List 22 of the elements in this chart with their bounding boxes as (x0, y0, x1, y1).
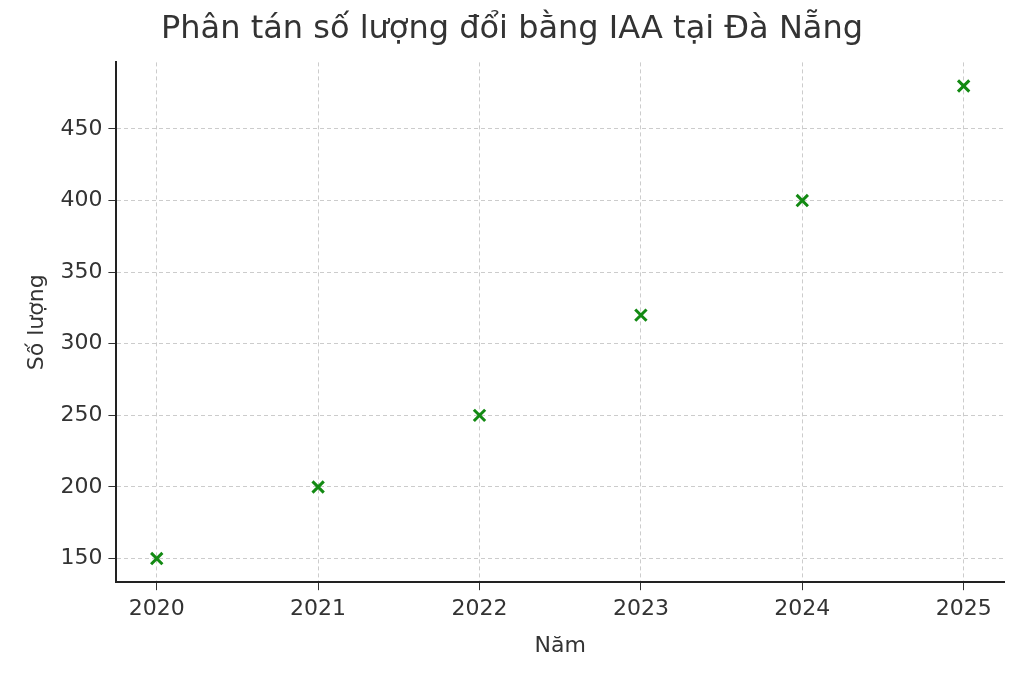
x-tick-label: 2023 (612, 595, 669, 621)
point (472, 408, 487, 423)
point (956, 78, 971, 94)
y-tick-label: 200 (60, 472, 103, 498)
x-tick-label: 2022 (451, 595, 508, 621)
point (310, 479, 326, 495)
y-tick-label: 350 (60, 257, 103, 283)
chart-title: Phân tán số lượng đổi bằng IAA tại Đà Nẵng (160, 7, 864, 46)
y-tick-label: 150 (60, 544, 103, 570)
y-tick-label: 300 (60, 329, 103, 355)
x-axis-title: Năm (534, 631, 586, 657)
point (149, 551, 164, 566)
point (795, 193, 810, 208)
y-axis-title: Số lượng (22, 274, 48, 371)
y-tick-label: 250 (60, 401, 103, 427)
x-tick-label: 2025 (935, 595, 992, 621)
x-tick-label: 2021 (290, 595, 347, 621)
x-tick-label: 2024 (774, 595, 831, 621)
x-tick-label: 2020 (128, 595, 185, 621)
y-tick-label: 450 (60, 114, 103, 140)
point (633, 307, 649, 323)
y-tick-label: 400 (60, 186, 103, 212)
